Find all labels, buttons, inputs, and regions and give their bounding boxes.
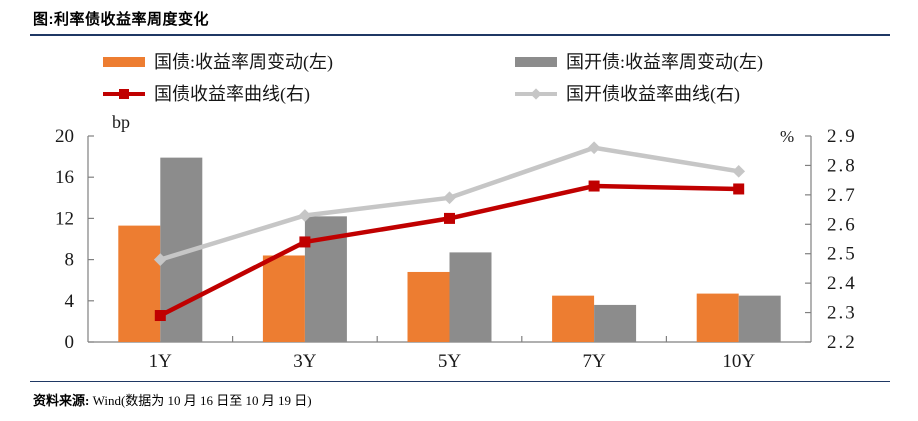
svg-text:7Y: 7Y: [582, 351, 606, 372]
svg-text:2.7: 2.7: [827, 185, 857, 206]
svg-text:4: 4: [65, 291, 75, 312]
svg-text:2.4: 2.4: [827, 273, 857, 294]
source-label: 资料来源:: [33, 393, 90, 408]
svg-text:%: %: [780, 127, 794, 146]
line-swatch-icon: [103, 88, 145, 100]
legend-item-cdb-bar: 国开债:收益率周变动(左): [515, 52, 763, 72]
svg-text:2.9: 2.9: [827, 126, 857, 147]
svg-text:2.5: 2.5: [827, 244, 857, 265]
legend-label: 国债:收益率周变动(左): [154, 52, 333, 72]
source-text: Wind(数据为 10 月 16 日至 10 月 19 日): [92, 393, 312, 408]
title-divider: [30, 34, 890, 36]
bar-swatch-icon: [103, 56, 145, 68]
svg-text:bp: bp: [112, 112, 130, 132]
svg-text:2.8: 2.8: [827, 155, 857, 176]
legend-item-treasury-bar: 国债:收益率周变动(左): [103, 52, 333, 72]
svg-text:3Y: 3Y: [293, 351, 317, 372]
svg-text:8: 8: [65, 250, 75, 271]
bar-swatch-icon: [515, 56, 557, 68]
line-swatch-icon: [515, 88, 557, 100]
svg-text:2.6: 2.6: [827, 214, 857, 235]
legend-item-treasury-line: 国债收益率曲线(右): [103, 84, 310, 104]
svg-text:12: 12: [55, 208, 74, 229]
svg-text:2.3: 2.3: [827, 303, 857, 324]
svg-text:2.2: 2.2: [827, 332, 857, 353]
legend-label: 国债收益率曲线(右): [154, 84, 310, 104]
svg-text:5Y: 5Y: [438, 351, 462, 372]
svg-text:10Y: 10Y: [722, 351, 755, 372]
legend-label: 国开债收益率曲线(右): [566, 84, 740, 104]
legend-item-cdb-line: 国开债收益率曲线(右): [515, 84, 740, 104]
legend-label: 国开债:收益率周变动(左): [566, 52, 763, 72]
svg-text:1Y: 1Y: [149, 351, 173, 372]
svg-text:20: 20: [55, 126, 74, 147]
chart-title: 图:利率债收益率周度变化: [33, 11, 209, 28]
svg-text:0: 0: [65, 332, 75, 353]
svg-text:16: 16: [55, 167, 74, 188]
source-divider: [30, 381, 890, 382]
source-note: 资料来源: Wind(数据为 10 月 16 日至 10 月 19 日): [33, 390, 312, 409]
